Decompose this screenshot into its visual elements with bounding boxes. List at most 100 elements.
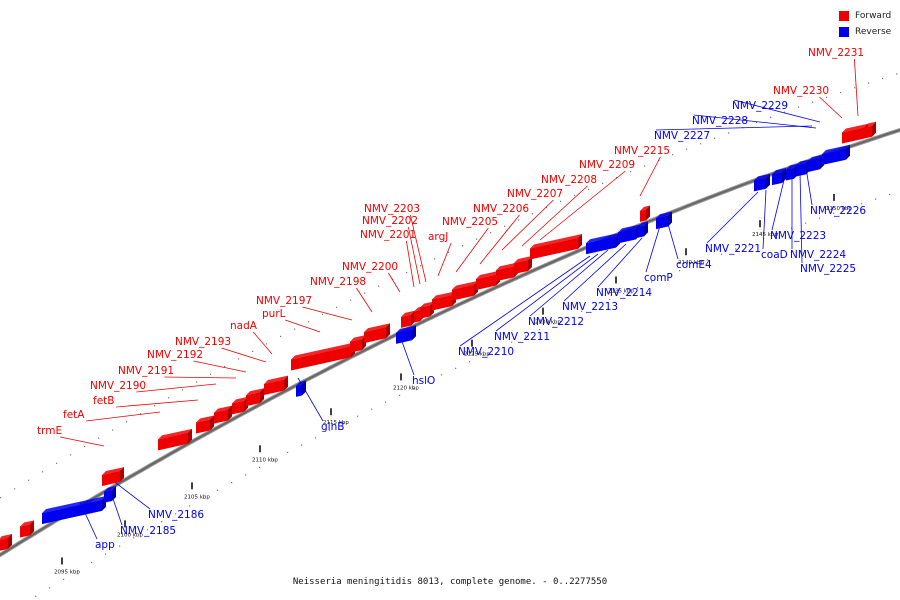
forward-gene-box-top bbox=[401, 310, 415, 317]
dot bbox=[602, 182, 604, 184]
dot bbox=[875, 198, 877, 200]
gene-label: NMV_2208 bbox=[541, 174, 597, 186]
tick-label: 2130 kbp bbox=[535, 320, 561, 326]
gene-label: NMV_2190 bbox=[90, 380, 146, 392]
dot bbox=[280, 335, 282, 337]
leader-line bbox=[529, 249, 609, 317]
leader-line bbox=[455, 227, 489, 273]
legend-reverse: Reverse bbox=[839, 25, 891, 38]
gene-label: NMV_2226 bbox=[810, 205, 866, 217]
forward-gene-box bbox=[102, 471, 120, 486]
forward-gene-box-top bbox=[842, 123, 868, 133]
dot bbox=[490, 232, 492, 234]
leader-line bbox=[302, 306, 353, 321]
forward-gene-box bbox=[20, 524, 30, 538]
dot bbox=[182, 389, 184, 391]
forward-gene-box bbox=[864, 125, 872, 139]
dot bbox=[826, 96, 828, 98]
leader-line bbox=[116, 399, 199, 408]
dot bbox=[686, 148, 688, 150]
dot bbox=[28, 479, 30, 481]
leader-line bbox=[459, 255, 591, 347]
dot bbox=[147, 529, 149, 531]
reverse-gene-box-side bbox=[644, 221, 648, 237]
dot bbox=[329, 429, 331, 432]
forward-gene-box-side bbox=[30, 520, 34, 536]
background-dots bbox=[0, 73, 898, 597]
dot bbox=[448, 251, 450, 253]
leader-line bbox=[356, 287, 373, 313]
forward-gene-box bbox=[452, 284, 474, 301]
dot bbox=[133, 537, 135, 539]
reverse-gene-box bbox=[656, 215, 668, 230]
reverse-gene-box-top bbox=[618, 224, 640, 233]
forward-gene-box bbox=[196, 419, 210, 434]
forward-gene-box-top bbox=[102, 467, 124, 475]
forward-gene-box bbox=[364, 327, 386, 344]
forward-gene-box bbox=[640, 209, 646, 222]
forward-genes bbox=[0, 121, 876, 551]
reverse-gene-box bbox=[104, 489, 112, 503]
gene-label: NMV_2212 bbox=[528, 316, 584, 328]
dot bbox=[364, 292, 366, 294]
dot bbox=[252, 350, 254, 352]
forward-gene-box-top bbox=[158, 428, 192, 440]
tick-label: 2145 kbp bbox=[752, 232, 778, 238]
tick-label: 2150 kbp bbox=[826, 206, 852, 212]
forward-gene-box bbox=[158, 432, 188, 451]
leader-line bbox=[479, 214, 520, 265]
dot bbox=[434, 258, 436, 260]
leader-line bbox=[563, 243, 627, 302]
forward-gene-box-side bbox=[578, 233, 582, 249]
reverse-gene-box-top bbox=[638, 221, 648, 227]
leader-line bbox=[733, 99, 821, 123]
dot bbox=[301, 444, 303, 446]
tick-label: 2105 kbp bbox=[184, 494, 210, 500]
dot bbox=[14, 488, 16, 490]
dot bbox=[784, 111, 786, 113]
dot bbox=[511, 341, 513, 343]
forward-gene-box-top bbox=[0, 533, 12, 540]
forward-gene-box bbox=[414, 310, 420, 323]
reverse-gene-box bbox=[796, 163, 806, 177]
reverse-gene-box-top bbox=[104, 486, 116, 492]
dot bbox=[140, 413, 142, 415]
dot bbox=[700, 143, 702, 145]
gene-label: NMV_2228 bbox=[692, 115, 748, 127]
leader-line bbox=[193, 360, 247, 373]
reverse-gene-box bbox=[754, 177, 766, 192]
gene-label: trmE bbox=[37, 425, 62, 437]
reverse-gene-box-top bbox=[296, 380, 306, 386]
dot bbox=[273, 459, 275, 461]
dot bbox=[609, 298, 611, 300]
dot bbox=[693, 264, 695, 266]
gene-label: NMV_2207 bbox=[507, 188, 563, 200]
gene-label: NMV_2201 bbox=[360, 229, 416, 241]
forward-gene-box-top bbox=[476, 270, 500, 279]
forward-gene-box bbox=[432, 295, 452, 311]
dot bbox=[770, 116, 772, 118]
dot bbox=[623, 293, 625, 295]
reverse-gene-box bbox=[618, 228, 636, 244]
reverse-gene-box-top bbox=[786, 163, 798, 170]
gene-label: NMV_2202 bbox=[362, 215, 418, 227]
dot bbox=[665, 275, 667, 277]
forward-gene-box-side bbox=[210, 415, 214, 431]
dot bbox=[168, 397, 170, 399]
dot bbox=[357, 415, 359, 417]
forward-gene-box bbox=[0, 537, 8, 551]
gene-label: comP bbox=[644, 272, 673, 284]
dot bbox=[896, 73, 898, 75]
dot bbox=[553, 323, 555, 325]
forward-gene-box-top bbox=[246, 388, 264, 396]
dot bbox=[413, 387, 415, 390]
reverse-swatch bbox=[839, 26, 849, 37]
dot bbox=[588, 188, 590, 190]
reverse-gene-box-top bbox=[586, 232, 620, 244]
reverse-gene-box bbox=[396, 329, 412, 344]
dot bbox=[203, 497, 205, 499]
dot bbox=[854, 87, 856, 89]
forward-gene-box-side bbox=[386, 323, 390, 339]
dot bbox=[350, 299, 352, 301]
reverse-gene-box bbox=[772, 171, 782, 186]
